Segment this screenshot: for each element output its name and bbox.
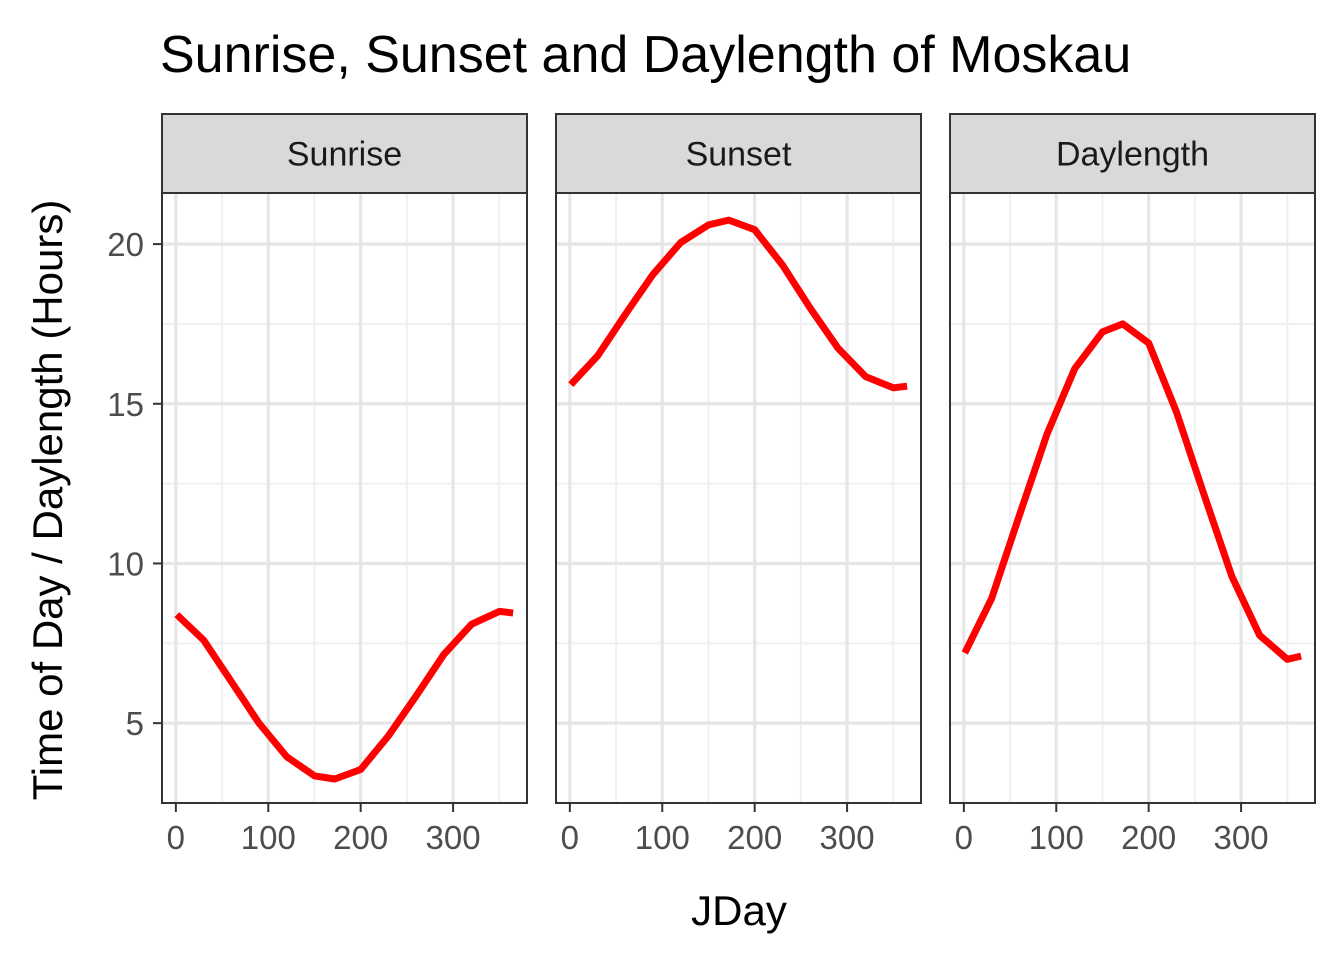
y-axis-title: Time of Day / Daylength (Hours) (24, 200, 71, 801)
strip-sunrise (161, 113, 528, 194)
x-axis-title: JDay (691, 887, 787, 934)
x-tick-label: 300 (426, 819, 481, 856)
y-tick-label: 5 (126, 705, 144, 742)
strip-sunset (555, 113, 922, 194)
strip-label-sunrise: Sunrise (287, 136, 402, 174)
panel-sunset: Sunset 0 100 200 300 (555, 113, 922, 856)
series-line-sunset (568, 216, 908, 392)
strip-daylength (949, 113, 1316, 194)
x-tick-label: 0 (561, 819, 579, 856)
strip-label-sunset: Sunset (686, 136, 792, 174)
panel-background (162, 193, 527, 803)
x-tick-label: 0 (167, 819, 185, 856)
panel-background (950, 193, 1315, 803)
y-tick-label: 10 (107, 545, 144, 582)
x-tick-label: 100 (1029, 819, 1084, 856)
panel-sunrise: Sunrise 0 100 200 300 5 10 15 20 (107, 113, 528, 856)
x-tick-label: 300 (1214, 819, 1269, 856)
chart-title: Sunrise, Sunset and Daylength of Moskau (160, 26, 1131, 84)
series-line-daylength (961, 320, 1302, 663)
x-tick-label: 300 (820, 819, 875, 856)
y-tick-label: 15 (107, 386, 144, 423)
panels: Sunrise 0 100 200 300 5 10 15 20 Sunset 0 100 200 300… (107, 113, 1316, 856)
x-tick-label: 0 (955, 819, 973, 856)
x-tick-label: 100 (241, 819, 296, 856)
strip-label-daylength: Daylength (1056, 136, 1209, 174)
x-tick-label: 100 (635, 819, 690, 856)
panel-background (556, 193, 921, 803)
x-tick-label: 200 (333, 819, 388, 856)
x-tick-label: 200 (727, 819, 782, 856)
y-tick-label: 20 (107, 226, 144, 263)
series-line-sunrise (174, 607, 514, 783)
panel-daylength: Daylength 0 100 200 300 (949, 113, 1316, 856)
x-tick-label: 200 (1121, 819, 1176, 856)
